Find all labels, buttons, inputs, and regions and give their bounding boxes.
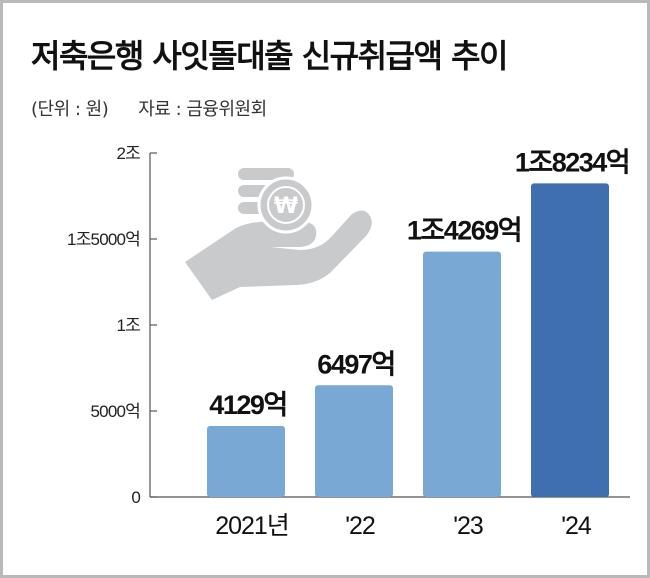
data-label: 1조8234억 <box>515 147 629 177</box>
bar <box>315 385 393 497</box>
won-coin <box>257 176 315 234</box>
bar <box>531 183 609 498</box>
hand-shape <box>185 210 372 300</box>
y-tick-label: 1조5000억 <box>67 230 140 249</box>
y-tick-label: 2조 <box>117 144 141 163</box>
data-labels: 4129억 2021년 6497억 '22 1조4269억 '23 1조8234억 '24 <box>209 147 630 540</box>
won-sign-icon: ₩ <box>274 194 298 219</box>
x-tick-label: '24 <box>561 512 592 540</box>
money-hand-icon: ₩ <box>185 168 372 300</box>
y-tick-label: 1조 <box>117 316 141 335</box>
x-tick-label: 2021년 <box>215 512 289 540</box>
coin-stack-top <box>238 168 294 180</box>
data-label: 4129억 <box>209 390 286 420</box>
bars <box>207 183 609 498</box>
y-tick-label: 5000억 <box>91 402 140 421</box>
won-coin-ring <box>267 186 305 224</box>
source-label: 자료 : 금융위원회 <box>138 99 267 120</box>
chart-title: 저축은행 사잇돌대출 신규취급액 추이 <box>31 37 508 75</box>
x-tick-label: '23 <box>453 512 483 540</box>
chart-meta: (단위 : 원) 자료 : 금융위원회 <box>31 95 267 121</box>
y-tick-label: 0 <box>131 488 140 507</box>
data-label: 1조4269억 <box>407 216 521 246</box>
unit-label: (단위 : 원) <box>31 99 109 120</box>
data-label: 6497억 <box>317 349 394 379</box>
bar <box>207 425 285 497</box>
x-tick-label: '22 <box>345 512 375 540</box>
bar <box>423 251 501 497</box>
